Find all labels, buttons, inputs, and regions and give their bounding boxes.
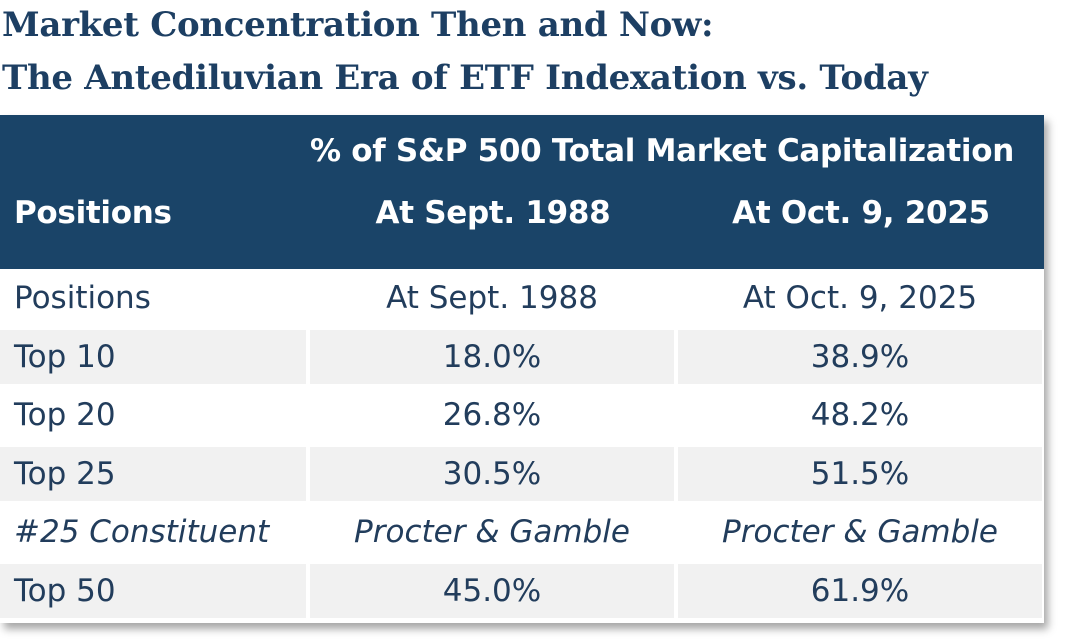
value-1988: 30.5% xyxy=(310,446,674,501)
value-2025: At Oct. 9, 2025 xyxy=(742,280,978,316)
page-title: Market Concentration Then and Now: The A… xyxy=(2,0,928,106)
row-label: Top 50 xyxy=(0,563,306,618)
table-row: Top 10 18.0% 38.9% xyxy=(0,328,1044,387)
value-1988: 26.8% xyxy=(442,397,542,433)
row-label: Top 20 xyxy=(14,397,116,433)
title-line-2: The Antediluvian Era of ETF Indexation v… xyxy=(2,58,928,98)
concentration-table: % of S&P 500 Total Market Capitalization… xyxy=(0,115,1044,623)
row-label: #25 Constituent xyxy=(14,514,270,550)
value-2025: 61.9% xyxy=(678,563,1042,618)
value-2025: Procter & Gamble xyxy=(722,514,998,550)
value-1988: 45.0% xyxy=(310,563,674,618)
value-1988: 18.0% xyxy=(310,329,674,384)
row-label: Positions xyxy=(14,280,151,316)
table-row: Top 20 26.8% 48.2% xyxy=(0,386,1044,445)
table-row: Positions At Sept. 1988 At Oct. 9, 2025 xyxy=(0,269,1044,328)
table-row: #25 Constituent Procter & Gamble Procter… xyxy=(0,503,1044,562)
table-body: Positions At Sept. 1988 At Oct. 9, 2025 … xyxy=(0,269,1044,620)
row-label: Top 10 xyxy=(0,329,306,384)
header-2025: At Oct. 9, 2025 xyxy=(732,195,990,231)
row-label: Top 25 xyxy=(0,446,306,501)
table-header: % of S&P 500 Total Market Capitalization… xyxy=(0,115,1044,269)
value-1988: Procter & Gamble xyxy=(354,514,630,550)
value-2025: 51.5% xyxy=(678,446,1042,501)
value-2025: 38.9% xyxy=(678,329,1042,384)
super-header: % of S&P 500 Total Market Capitalization xyxy=(310,133,1015,169)
table-row: Top 50 45.0% 61.9% xyxy=(0,562,1044,621)
title-line-1: Market Concentration Then and Now: xyxy=(2,5,714,45)
header-positions: Positions xyxy=(14,195,172,231)
table-row: Top 25 30.5% 51.5% xyxy=(0,445,1044,504)
header-1988: At Sept. 1988 xyxy=(375,195,611,231)
value-1988: At Sept. 1988 xyxy=(386,280,598,316)
value-2025: 48.2% xyxy=(810,397,910,433)
